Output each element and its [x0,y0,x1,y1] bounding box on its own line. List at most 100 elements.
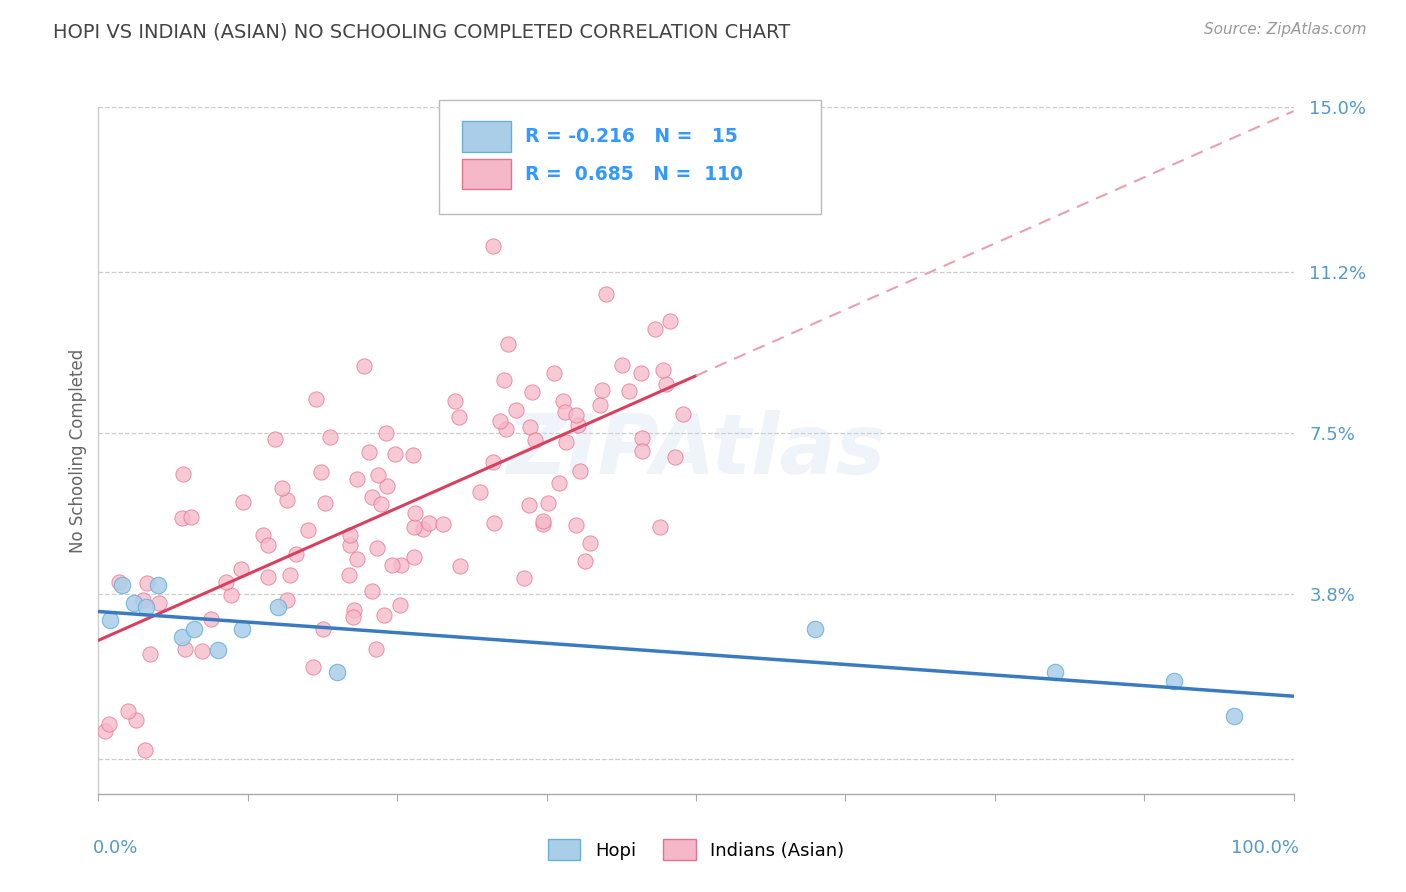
Point [631,444,654,458]
Point [231,622,253,636]
Point [256,538,278,552]
Point [370,498,392,512]
Point [337,568,360,582]
Point [207,643,229,657]
Point [180,509,202,524]
Point [326,665,349,680]
FancyBboxPatch shape [461,160,510,189]
Point [482,454,505,468]
Text: HOPI VS INDIAN (ASIAN) NO SCHOOLING COMPLETED CORRELATION CHART: HOPI VS INDIAN (ASIAN) NO SCHOOLING COMP… [53,22,790,41]
Point [339,528,361,542]
Point [564,408,586,422]
Point [522,385,544,400]
Point [564,517,586,532]
Point [402,448,425,462]
Point [444,393,467,408]
Point [648,519,671,533]
Point [183,622,205,636]
Point [531,514,554,528]
Point [389,558,412,572]
Point [554,405,576,419]
Point [468,484,491,499]
Point [548,476,571,491]
Point [252,527,274,541]
Point [138,647,160,661]
Point [568,464,591,478]
Point [297,523,319,537]
Point [589,398,612,412]
Point [339,539,361,553]
Point [630,367,652,381]
Point [361,583,384,598]
FancyBboxPatch shape [461,121,510,152]
Point [353,359,375,373]
Point [343,602,366,616]
FancyBboxPatch shape [439,100,821,213]
Point [1223,708,1246,723]
Point [278,568,301,582]
Point [342,610,364,624]
Point [312,622,335,636]
Point [374,426,396,441]
Point [346,473,368,487]
Point [524,434,547,448]
Point [498,337,520,351]
Point [135,599,157,614]
Text: R =  0.685   N =  110: R = 0.685 N = 110 [524,165,742,184]
Point [432,516,454,531]
Point [314,496,336,510]
Point [402,549,425,564]
Point [644,322,666,336]
Point [664,450,686,464]
Point [567,418,589,433]
Point [276,592,298,607]
Point [174,642,197,657]
Point [554,434,576,449]
Point [111,578,134,592]
Point [172,631,194,645]
Point [359,445,381,459]
Point [94,724,117,739]
Point [531,517,554,532]
Point [304,392,326,406]
Point [172,467,194,482]
Point [381,558,404,572]
Point [319,429,342,443]
Point [257,570,280,584]
Point [367,467,389,482]
Point [219,588,242,602]
Text: R = -0.216   N =   15: R = -0.216 N = 15 [524,127,738,146]
Point [214,575,236,590]
Point [346,551,368,566]
Point [360,490,382,504]
Point [134,743,156,757]
Point [595,287,617,301]
Point [276,492,298,507]
Point [285,547,308,561]
Point [551,393,574,408]
Text: ZIPAtlas: ZIPAtlas [506,410,886,491]
Point [412,522,434,536]
Point [125,713,148,727]
Point [384,447,406,461]
Point [375,479,398,493]
Point [132,592,155,607]
Point [449,558,471,573]
Point [505,403,527,417]
Point [652,363,675,377]
Point [495,422,517,436]
Point [191,644,214,658]
Point [619,384,641,399]
Point [148,578,170,592]
Point [302,660,325,674]
Point [591,384,613,398]
Point [672,407,695,421]
Point [124,596,146,610]
Point [1163,673,1185,688]
Point [804,622,827,636]
Point [402,520,425,534]
Point [148,596,170,610]
Point [309,465,332,479]
Point [364,642,387,657]
Point [232,495,254,509]
